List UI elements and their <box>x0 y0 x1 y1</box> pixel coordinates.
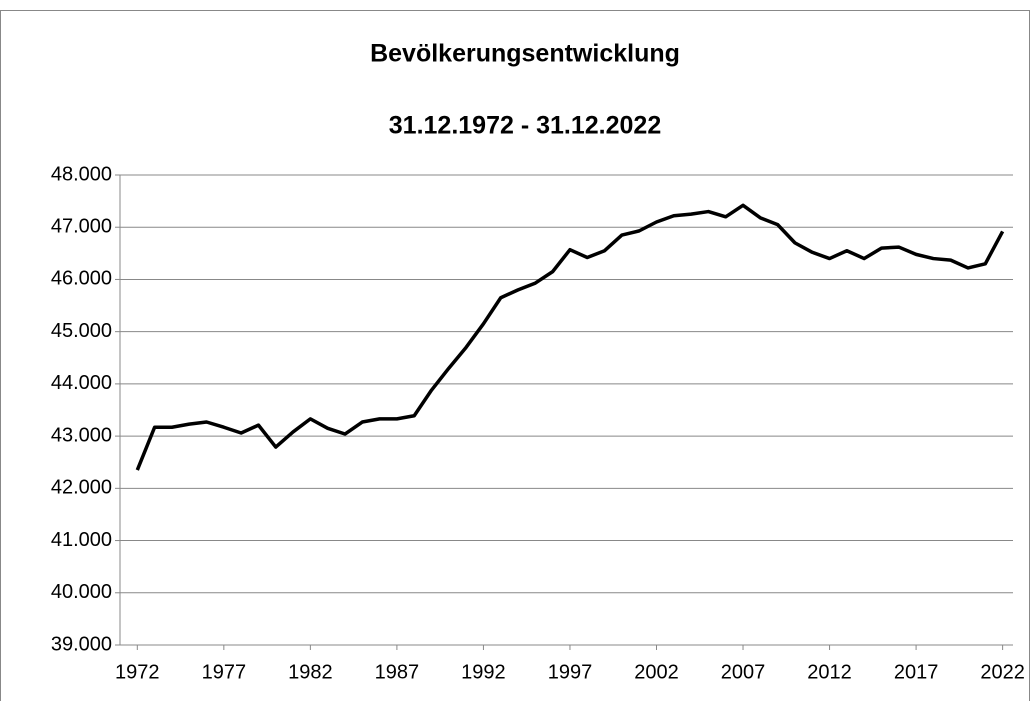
y-tick-label: 47.000 <box>51 216 112 238</box>
x-tick-label: 1977 <box>202 661 247 683</box>
y-tick-label: 44.000 <box>51 372 112 394</box>
y-tick-label: 42.000 <box>51 477 112 499</box>
x-tick-label: 1997 <box>548 661 593 683</box>
y-tick-label: 39.000 <box>51 633 112 655</box>
y-tick-label: 41.000 <box>51 529 112 551</box>
x-tick-label: 2007 <box>721 661 766 683</box>
x-tick-label: 2002 <box>634 661 679 683</box>
y-tick-label: 40.000 <box>51 581 112 603</box>
y-tick-label: 48.000 <box>51 163 112 185</box>
data-line <box>135 203 1005 471</box>
x-tick-label: 2022 <box>980 661 1025 683</box>
x-tick-label: 2012 <box>807 661 852 683</box>
y-tick-label: 46.000 <box>51 268 112 290</box>
x-tick-label: 1972 <box>115 661 160 683</box>
y-tick-label: 45.000 <box>51 320 112 342</box>
chart-border <box>0 10 1030 701</box>
x-tick-label: 1982 <box>288 661 333 683</box>
x-tick-label: 2017 <box>894 661 939 683</box>
chart-title: Bevölkerungsentwicklung <box>370 40 680 68</box>
x-tick-label: 1992 <box>461 661 506 683</box>
x-tick-label: 1987 <box>375 661 420 683</box>
chart-subtitle: 31.12.1972 - 31.12.2022 <box>389 112 661 140</box>
y-tick-label: 43.000 <box>51 424 112 446</box>
